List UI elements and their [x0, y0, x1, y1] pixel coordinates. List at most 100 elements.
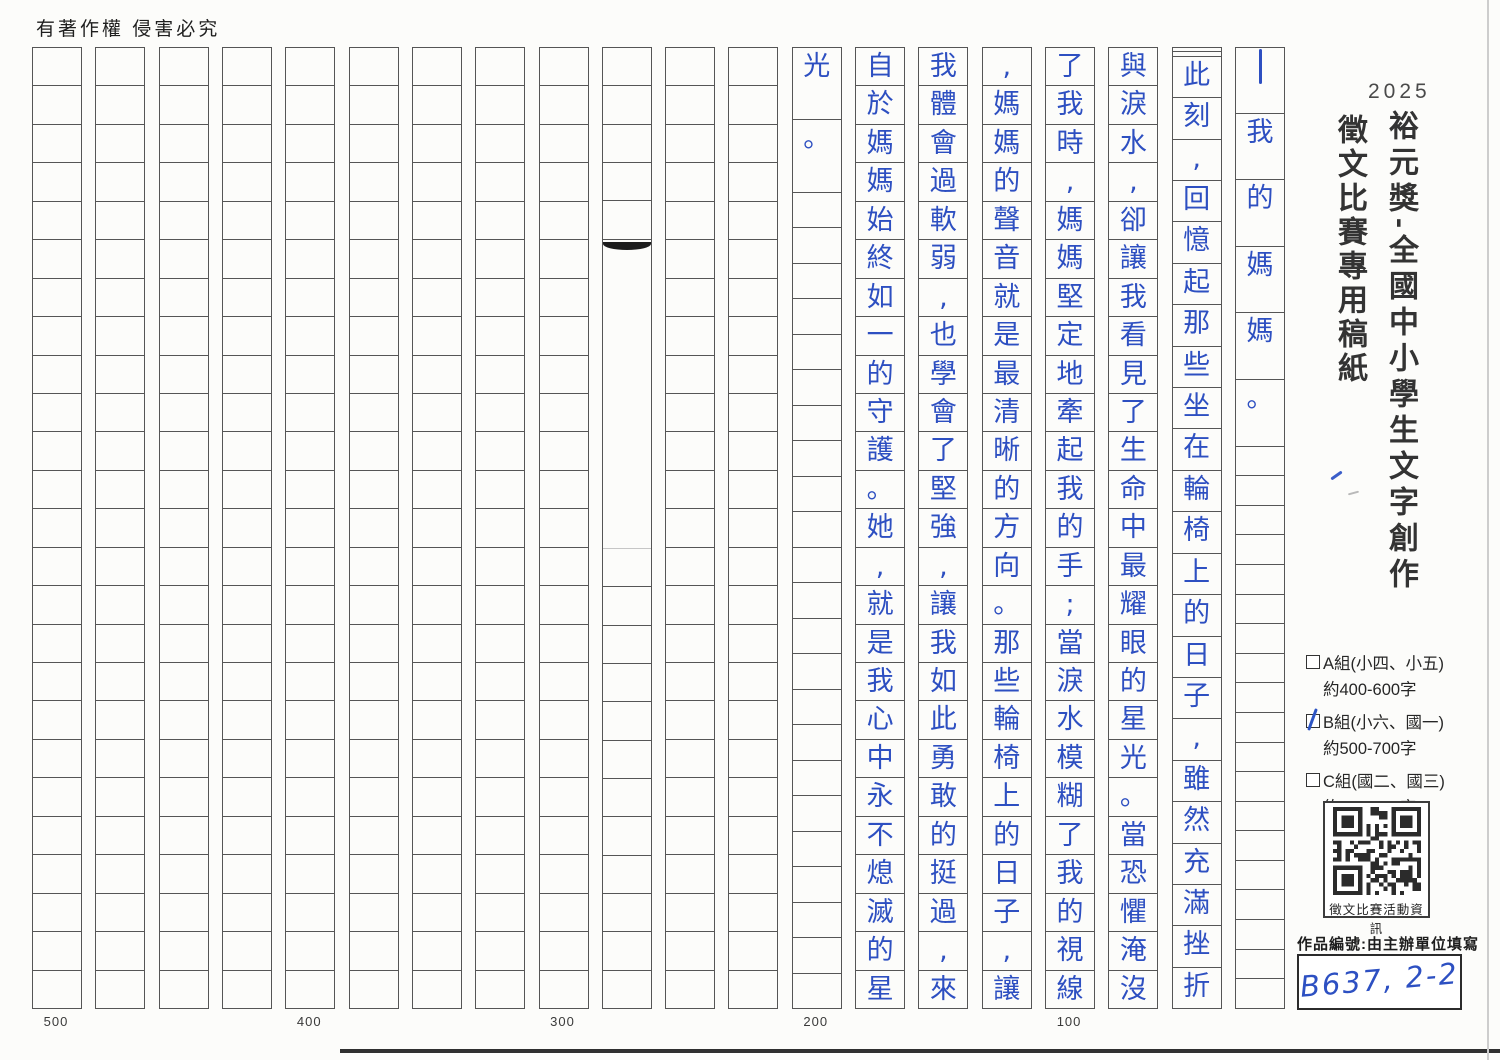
grid-cell: [792, 264, 841, 300]
grid-cell: [666, 817, 715, 856]
grid-cell: [33, 125, 81, 164]
grid-cell: [666, 471, 715, 510]
grid-cell: 就: [982, 279, 1031, 318]
grid-cell: [349, 855, 398, 894]
grid-cell: [96, 240, 145, 279]
grid-cell: [539, 509, 588, 548]
grid-cell: [413, 971, 461, 1008]
scan-edge-bottom: [340, 1049, 1500, 1053]
grid-cell: 時: [1046, 125, 1095, 164]
grid-cell: [666, 548, 715, 587]
grid-cell: [286, 586, 335, 625]
grid-cell: [349, 548, 398, 587]
char-count-marker: 100: [1056, 1014, 1082, 1029]
grid-cell: [159, 740, 208, 779]
grid-cell: [159, 125, 208, 164]
grid-cell: [603, 971, 651, 1008]
grid-cell: [539, 125, 588, 164]
grid-cell: 子: [982, 894, 1031, 933]
grid-cell: [349, 701, 398, 740]
grid-column: 自於媽媽始終如一的守護。她, 就是我心中永不熄滅的星: [855, 47, 906, 1009]
grid-cell: 當: [1109, 817, 1158, 856]
grid-cell: 恐: [1109, 855, 1158, 894]
grid-cell: 敢: [919, 778, 968, 817]
grid-cell: [222, 48, 271, 87]
grid-cell: 了: [1046, 48, 1095, 87]
grid-cell: [603, 362, 651, 399]
grid-cell: [476, 48, 525, 87]
grid-cell: [412, 894, 461, 933]
grid-cell: 牽: [1046, 394, 1095, 433]
grid-cell: [602, 932, 651, 971]
grid-cell: [222, 471, 271, 510]
grid-cell: 的: [1172, 595, 1221, 637]
grid-cell: [729, 971, 777, 1008]
grid-cell: [666, 240, 715, 279]
grid-cell: 就: [856, 586, 905, 625]
char-count-marker: 200: [803, 1014, 829, 1029]
grid-cell: [476, 932, 525, 971]
grid-cell: [33, 509, 81, 548]
grid-cell: [96, 663, 145, 702]
grid-cell: 淹: [1109, 932, 1158, 971]
grid-cell: 看: [1109, 317, 1158, 356]
grid-cell: [602, 240, 651, 287]
grid-cell: [349, 240, 398, 279]
grid-cell: [286, 778, 335, 817]
grid-cell: [222, 663, 271, 702]
grid-cell: 會: [919, 394, 968, 433]
grid-cell: 一: [856, 317, 905, 356]
grid-cell: [33, 548, 81, 587]
contest-title: 裕元獎-全國中小學生文字創作: [1384, 110, 1417, 594]
grid-cell: [412, 202, 461, 241]
grid-cell: [33, 625, 81, 663]
grid-cell: 然: [1172, 802, 1221, 844]
grid-cell: [159, 663, 208, 702]
grid-cell: [539, 855, 588, 894]
grid-cell: [1172, 48, 1221, 53]
grid-cell: 的: [856, 932, 905, 971]
grid-cell: [1236, 654, 1284, 684]
grid-cell: [1236, 595, 1284, 625]
grid-cell: 的: [1236, 180, 1284, 247]
grid-column: 與淚水, 卻讓我看見了生命中最耀眼的星光。當恐懼淹沒: [1108, 47, 1159, 1009]
grid-cell: [792, 938, 841, 974]
grid-cell: [349, 202, 398, 241]
grid-cell: [539, 394, 588, 433]
grid-cell: [476, 356, 525, 394]
grid-cell: ,: [919, 548, 968, 587]
grid-cell: [476, 394, 525, 433]
grid-cell: [160, 971, 208, 1008]
grid-cell: [729, 894, 778, 933]
grid-cell: [349, 509, 398, 548]
grid-cell: 的: [1109, 663, 1158, 702]
grid-cell: [286, 625, 335, 663]
grid-cell: 勇: [919, 740, 968, 779]
contest-year: 2025: [1368, 80, 1431, 103]
grid-cell: [412, 125, 461, 164]
grid-cell: 向: [982, 548, 1031, 587]
grid-cell: [792, 583, 841, 619]
grid-cell: [159, 394, 208, 433]
grid-cell: [729, 125, 778, 164]
grid-cell: [159, 356, 208, 394]
grid-cell: [412, 778, 461, 817]
group-checkbox: [1306, 708, 1320, 731]
grid-cell: [792, 654, 841, 690]
grid-cell: [539, 471, 588, 510]
grid-cell: 聲: [982, 202, 1031, 241]
grid-cell: [349, 471, 398, 510]
qr-caption: 徵文比賽活動資訊: [1329, 903, 1424, 936]
grid-cell: [476, 971, 524, 1008]
grid-cell: [96, 432, 145, 471]
grid-column: [32, 47, 82, 1009]
entry-number-handwritten: B637, 2-2: [1298, 956, 1461, 1004]
grid-cell: [539, 586, 588, 625]
grid-cell: [222, 817, 271, 856]
grid-cell: 過: [919, 163, 968, 202]
grid-cell: [602, 664, 651, 703]
grid-cell: 折: [1183, 970, 1211, 1002]
grid-cell: 她: [856, 509, 905, 548]
grid-cell: [412, 240, 461, 279]
grid-cell: 守: [856, 394, 905, 433]
